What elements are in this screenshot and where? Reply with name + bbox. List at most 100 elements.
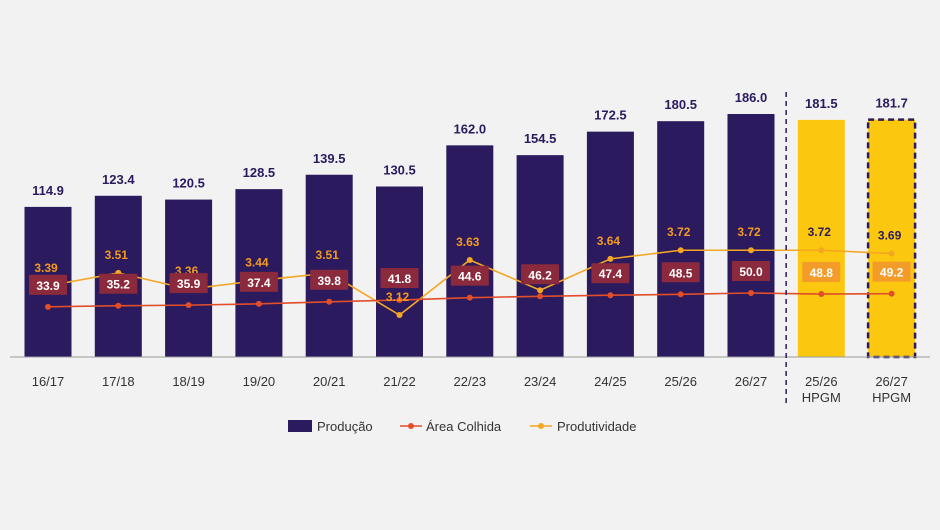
area-label-box — [732, 261, 770, 281]
x-tick-label: 25/26 — [664, 374, 697, 389]
legend-label-producao: Produção — [317, 419, 373, 434]
produtividade-value-label: 3.63 — [456, 235, 480, 249]
labels-layer: 114.9 123.4 120.5 128.5 139.5 130.5 162.0 154.5… — [29, 90, 911, 304]
legend-label-produtividade: Produtividade — [557, 419, 637, 434]
produtividade-point — [396, 312, 403, 319]
area-colhida-value-label: 41.8 — [388, 272, 412, 286]
produtividade-value-label: 3.39 — [34, 261, 58, 275]
area-colhida-value-label: 35.9 — [177, 277, 201, 291]
produtividade-value-label: 3.44 — [245, 255, 269, 269]
bar-producao — [797, 119, 845, 358]
bar-value-label: 114.9 — [32, 183, 64, 198]
x-tick-label: 23/24 — [524, 374, 557, 389]
area-label-box — [169, 273, 208, 294]
legend-marker-area — [408, 423, 414, 429]
area-colhida-point — [537, 293, 544, 300]
produtividade-point — [818, 247, 825, 254]
area-colhida-value-label: 46.2 — [528, 268, 552, 282]
produtividade-point — [607, 255, 614, 262]
bar-value-label: 154.5 — [524, 131, 557, 146]
x-tick-label: HPGM — [802, 390, 841, 405]
area-label-box — [310, 269, 349, 290]
area-colhida-value-label: 50.0 — [739, 265, 763, 279]
area-colhida-point — [466, 294, 473, 301]
bar-value-label: 128.5 — [243, 165, 276, 180]
x-tick-label: 26/27 — [875, 374, 908, 389]
area-colhida-point — [255, 300, 262, 307]
area-colhida-value-label: 48.5 — [669, 266, 693, 280]
area-colhida-point — [888, 290, 895, 297]
bar-value-label: 181.7 — [875, 96, 908, 111]
area-colhida-point — [115, 302, 122, 309]
area-label-box — [802, 262, 841, 283]
x-tick-label: 26/27 — [735, 374, 768, 389]
area-colhida-value-label: 33.9 — [36, 279, 60, 293]
bar-value-label: 162.0 — [454, 121, 487, 136]
produtividade-point — [888, 250, 895, 257]
x-tick-label: 19/20 — [243, 374, 276, 389]
produtividade-value-label: 3.51 — [105, 248, 129, 262]
area-colhida-value-label: 37.4 — [247, 276, 271, 290]
bar-producao — [866, 118, 917, 359]
area-colhida-point — [607, 292, 614, 299]
area-colhida-point — [748, 290, 754, 296]
area-label-box — [380, 268, 419, 289]
bar-value-label: 180.5 — [664, 97, 697, 112]
area-label-box — [450, 265, 489, 286]
bars-layer — [24, 114, 917, 359]
area-colhida-point — [185, 302, 192, 309]
produtividade-value-label: 3.72 — [667, 225, 691, 239]
bar-producao — [516, 155, 564, 357]
bar-producao — [727, 114, 775, 357]
x-tick-label: 20/21 — [313, 374, 346, 389]
produtividade-point — [466, 256, 473, 263]
produtividade-value-label: 3.72 — [737, 225, 761, 239]
area-colhida-value-label: 49.2 — [880, 266, 904, 280]
bar-value-label: 123.4 — [102, 172, 135, 187]
area-colhida-point — [818, 291, 825, 298]
bar-producao — [305, 174, 353, 357]
area-colhida-value-label: 35.2 — [107, 278, 131, 292]
legend: Produção Área Colhida Produtividade — [288, 419, 637, 434]
area-label-box — [521, 264, 560, 285]
x-tick-label: 25/26 — [805, 374, 838, 389]
produtividade-value-label: 3.12 — [386, 290, 410, 304]
bar-value-label: 172.5 — [594, 108, 627, 123]
produtividade-value-label: 3.51 — [316, 248, 340, 262]
bar-value-label: 186.0 — [735, 90, 768, 105]
x-tick-label: 21/22 — [383, 374, 416, 389]
produtividade-point — [748, 247, 754, 254]
x-tick-label: 16/17 — [32, 374, 65, 389]
area-colhida-point — [677, 291, 684, 298]
area-label-box — [239, 271, 278, 292]
area-label-box — [29, 274, 67, 295]
area-label-box — [591, 263, 630, 284]
area-colhida-value-label: 47.4 — [599, 267, 623, 281]
area-colhida-value-label: 39.8 — [318, 274, 342, 288]
area-colhida-point — [396, 297, 403, 304]
produtividade-point — [537, 287, 544, 294]
area-colhida-point — [326, 298, 333, 305]
produtividade-value-label: 3.69 — [878, 228, 902, 242]
produtividade-value-label: 3.72 — [808, 225, 832, 239]
x-tick-label: 22/23 — [454, 374, 487, 389]
legend-label-area: Área Colhida — [426, 419, 502, 434]
bar-value-label: 181.5 — [805, 96, 838, 111]
legend-swatch-producao — [288, 420, 312, 432]
area-colhida-value-label: 48.8 — [810, 266, 834, 280]
produtividade-point — [677, 247, 684, 254]
area-colhida-point — [45, 303, 51, 310]
legend-marker-produtividade — [538, 423, 544, 429]
area-label-box — [661, 262, 700, 283]
bar-value-label: 139.5 — [313, 151, 346, 166]
x-tick-label: 24/25 — [594, 374, 627, 389]
area-label-box — [99, 273, 138, 294]
produtividade-value-label: 3.64 — [597, 234, 621, 248]
bar-producao — [446, 145, 494, 357]
x-tick-label: HPGM — [872, 390, 911, 405]
bar-producao — [657, 121, 705, 357]
x-axis: 16/17 17/18 18/19 19/20 20/21 21/22 22/23 23/24… — [10, 92, 930, 405]
x-tick-label: 17/18 — [102, 374, 135, 389]
area-label-box — [872, 261, 911, 282]
